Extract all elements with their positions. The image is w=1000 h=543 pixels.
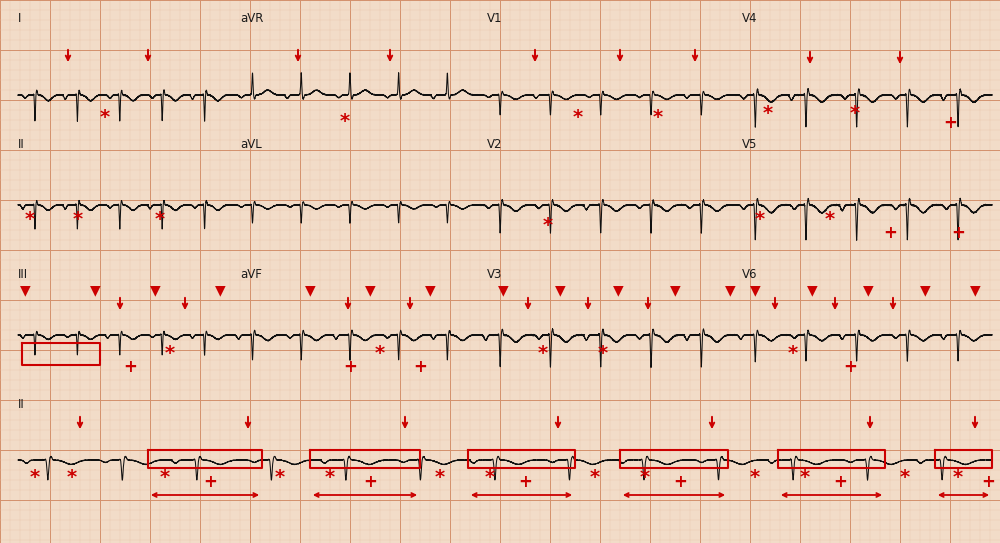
- Text: +: +: [413, 358, 427, 376]
- Text: *: *: [435, 469, 445, 488]
- Text: *: *: [850, 104, 860, 123]
- Text: *: *: [763, 104, 773, 123]
- Text: ▼: ▼: [305, 283, 315, 297]
- Text: ▼: ▼: [555, 283, 565, 297]
- Text: ▼: ▼: [725, 283, 735, 297]
- Text: ▼: ▼: [365, 283, 375, 297]
- Text: *: *: [825, 211, 835, 230]
- Text: ▼: ▼: [150, 283, 160, 297]
- Text: ▼: ▼: [670, 283, 680, 297]
- Text: ▼: ▼: [215, 283, 225, 297]
- Text: *: *: [640, 469, 650, 488]
- Text: *: *: [325, 469, 335, 488]
- Text: +: +: [363, 473, 377, 491]
- Text: *: *: [160, 469, 170, 488]
- Text: +: +: [943, 114, 957, 132]
- Text: V6: V6: [742, 268, 758, 281]
- Text: *: *: [25, 211, 35, 230]
- Text: *: *: [953, 469, 963, 488]
- Text: +: +: [883, 224, 897, 242]
- Text: *: *: [100, 108, 110, 127]
- Text: *: *: [900, 469, 910, 488]
- Text: *: *: [485, 469, 495, 488]
- Text: +: +: [518, 473, 532, 491]
- Text: aVL: aVL: [240, 138, 262, 151]
- Text: *: *: [750, 469, 760, 488]
- Text: *: *: [165, 344, 175, 363]
- Text: ▼: ▼: [863, 283, 873, 297]
- Text: +: +: [951, 224, 965, 242]
- Text: II: II: [18, 138, 25, 151]
- Text: *: *: [755, 211, 765, 230]
- Text: +: +: [203, 473, 217, 491]
- Text: *: *: [538, 344, 548, 363]
- Text: *: *: [598, 344, 608, 363]
- Text: ▼: ▼: [90, 283, 100, 297]
- Text: *: *: [275, 469, 285, 488]
- Text: *: *: [340, 111, 350, 130]
- Text: V4: V4: [742, 12, 758, 25]
- Text: ▼: ▼: [498, 283, 508, 297]
- Text: III: III: [18, 268, 28, 281]
- Text: *: *: [788, 344, 798, 363]
- Text: *: *: [590, 469, 600, 488]
- Text: ▼: ▼: [613, 283, 623, 297]
- Text: +: +: [981, 473, 995, 491]
- Text: ▼: ▼: [425, 283, 435, 297]
- Text: V2: V2: [487, 138, 503, 151]
- Text: *: *: [543, 216, 553, 235]
- Text: *: *: [30, 469, 40, 488]
- Text: V5: V5: [742, 138, 757, 151]
- Text: *: *: [155, 211, 165, 230]
- Text: aVF: aVF: [240, 268, 262, 281]
- Text: ▼: ▼: [970, 283, 980, 297]
- Text: ▼: ▼: [750, 283, 760, 297]
- Text: ▼: ▼: [20, 283, 30, 297]
- Text: I: I: [18, 12, 21, 25]
- Text: aVR: aVR: [240, 12, 263, 25]
- Text: ▼: ▼: [807, 283, 817, 297]
- Text: +: +: [343, 358, 357, 376]
- Text: *: *: [67, 469, 77, 488]
- Text: ▼: ▼: [920, 283, 930, 297]
- Text: V1: V1: [487, 12, 503, 25]
- Text: +: +: [833, 473, 847, 491]
- Text: +: +: [673, 473, 687, 491]
- Text: +: +: [843, 358, 857, 376]
- Text: *: *: [800, 469, 810, 488]
- Text: *: *: [73, 211, 83, 230]
- Text: *: *: [573, 108, 583, 127]
- Text: +: +: [123, 358, 137, 376]
- Text: *: *: [653, 108, 663, 127]
- Text: V3: V3: [487, 268, 502, 281]
- Text: II: II: [18, 398, 25, 411]
- Text: *: *: [375, 344, 385, 363]
